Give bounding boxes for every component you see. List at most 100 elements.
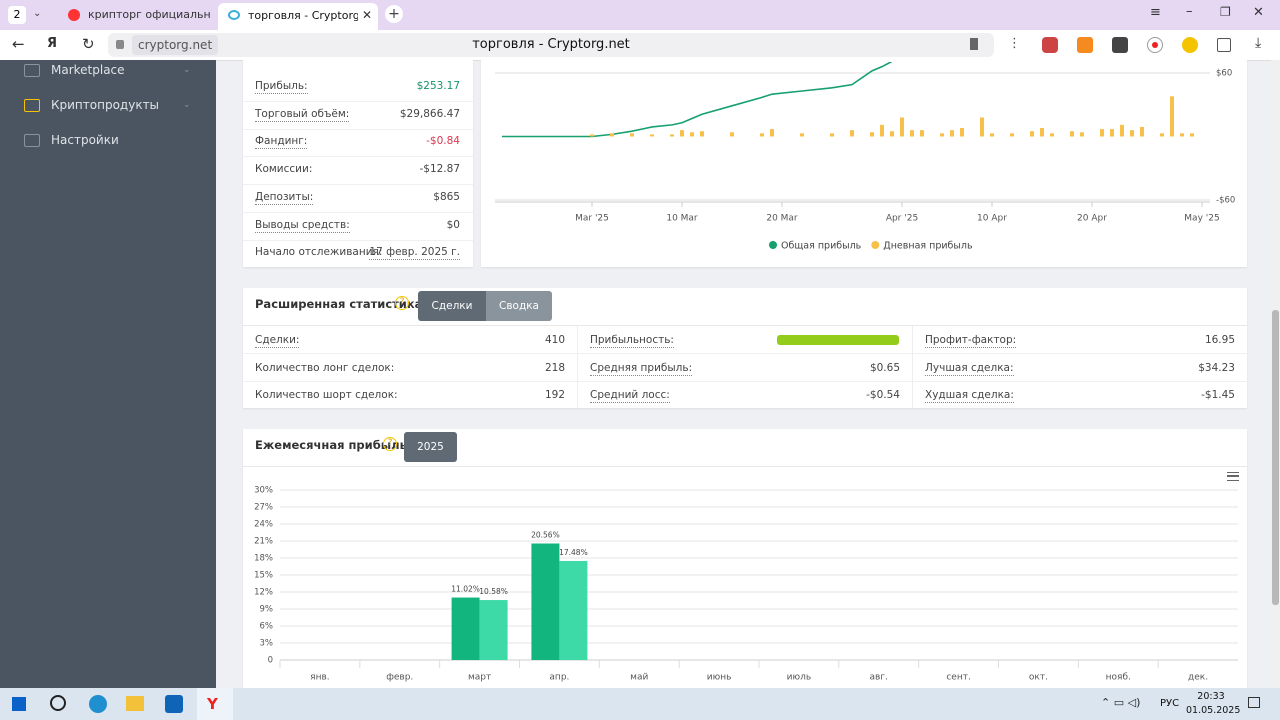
stat-value: 410 <box>544 334 565 346</box>
back-button[interactable]: ← <box>12 35 25 53</box>
advanced-stats-card: Расширенная статистика ? Сделки Сводка С… <box>243 288 1248 408</box>
y-tick-label: 12% <box>254 588 273 598</box>
notifications[interactable] <box>1248 697 1260 708</box>
search-button[interactable] <box>50 695 66 711</box>
row-divider <box>913 353 1248 354</box>
tab-counter[interactable]: 2 <box>8 6 26 24</box>
daily-bar <box>890 131 894 137</box>
help-icon[interactable]: ? <box>395 296 409 310</box>
summary-card: Прибыль: $253.17 Торговый объём: $29,866.47… <box>243 60 473 267</box>
minimize[interactable]: – <box>1186 4 1193 19</box>
stat-label: Фандинг: <box>255 135 308 150</box>
y-tick-label: -$60 <box>1216 196 1235 206</box>
app-explorer[interactable] <box>126 696 144 711</box>
daily-bar <box>1010 133 1014 137</box>
daily-bar <box>730 132 734 137</box>
tab-button[interactable]: Сделки <box>418 291 486 321</box>
help-icon[interactable]: ? <box>383 437 397 451</box>
close-window[interactable]: ✕ <box>1253 5 1264 20</box>
legend-label: Дневная прибыль <box>883 241 973 252</box>
daily-bar <box>610 133 614 137</box>
clock-time[interactable]: 20:33 <box>1197 691 1225 702</box>
daily-bar <box>1130 130 1134 137</box>
x-tick-label: июнь <box>707 673 732 683</box>
x-tick-label: 10 Apr <box>977 214 1007 224</box>
extension[interactable] <box>1182 37 1198 53</box>
extension[interactable] <box>1077 37 1093 53</box>
scroll-thumb[interactable] <box>1272 310 1279 605</box>
x-tick-label: май <box>630 673 648 683</box>
daily-bar <box>700 131 704 137</box>
y-tick-label: 0 <box>268 656 273 666</box>
daily-bar <box>670 134 674 137</box>
reload-button[interactable]: ↻ <box>82 35 95 53</box>
chart-menu[interactable] <box>1227 472 1239 481</box>
daily-bar <box>1180 133 1184 137</box>
more-button[interactable]: ⋮ <box>1008 36 1021 51</box>
extension[interactable] <box>1147 37 1163 53</box>
stat-label: Худшая сделка: <box>925 389 1014 403</box>
downloads[interactable]: ⤓ <box>1255 35 1262 51</box>
divider <box>243 325 1247 326</box>
tab-menu[interactable]: ⌄ <box>33 8 42 19</box>
sidebar-icon <box>24 99 40 112</box>
stat-label: Торговый объём: <box>255 107 350 122</box>
value-label: 17.48% <box>559 548 588 557</box>
tab[interactable]: криптoрг официальный с <box>58 3 214 27</box>
menu-button[interactable]: ≡ <box>1150 5 1161 20</box>
app-outlook[interactable] <box>165 695 183 713</box>
y-tick-label: 3% <box>260 639 274 649</box>
favicon <box>228 10 240 20</box>
sidebar-item[interactable]: Marketplace <box>51 63 125 77</box>
tab-active[interactable]: торговля - Cryptorg.ne ✕ <box>218 3 378 30</box>
tab-title: криптoрг официальный с <box>88 8 210 21</box>
x-tick-label: Mar '25 <box>575 214 609 224</box>
stat-value: 218 <box>544 361 565 374</box>
app-yandex[interactable]: Y <box>197 688 233 720</box>
bookmark-icon[interactable] <box>970 38 978 50</box>
y-tick-label: 6% <box>260 622 274 632</box>
daily-bar <box>590 134 594 137</box>
home-button[interactable]: Я <box>47 36 58 51</box>
y-tick-label: 15% <box>254 571 273 581</box>
clock-date[interactable]: 01.05.2025 <box>1186 705 1241 716</box>
stat-value: $253.17 <box>416 80 460 92</box>
new-tab[interactable]: + <box>385 5 403 23</box>
address-bar[interactable]: cryptorg.net торговля - Cryptorg.net <box>108 33 994 57</box>
daily-bar <box>630 133 634 137</box>
stat-value: 16.95 <box>1204 334 1235 346</box>
tab-button[interactable]: Сводка <box>486 291 552 321</box>
start-button[interactable] <box>12 697 26 711</box>
year-button[interactable]: 2025 <box>404 432 457 462</box>
profitability-bar <box>777 335 899 345</box>
sidebar-icon <box>24 134 40 147</box>
stat-label: Депозиты: <box>255 190 314 205</box>
legend-marker <box>769 241 777 249</box>
favicon <box>68 9 80 21</box>
app-edge[interactable] <box>89 695 107 713</box>
section-title: Расширенная статистика <box>255 297 423 311</box>
restore[interactable]: ❐ <box>1220 5 1231 19</box>
x-tick-label: янв. <box>310 673 329 683</box>
language[interactable]: РУС <box>1160 698 1180 709</box>
extension[interactable] <box>1042 37 1058 53</box>
daily-bar <box>950 130 954 137</box>
collections[interactable] <box>1217 38 1231 52</box>
sidebar-item[interactable]: Криптопродукты <box>51 98 160 112</box>
stat-label: Количество лонг сделок: <box>255 361 395 374</box>
y-tick-label: 30% <box>254 486 273 496</box>
tray-icons[interactable]: ⌃ ▭ ◁) <box>1101 696 1141 709</box>
tab-close[interactable]: ✕ <box>362 8 373 22</box>
daily-bar <box>980 117 984 137</box>
tab-strip: 2 ⌄ криптoрг официальный с торговля - Cr… <box>0 0 1280 30</box>
sidebar-item[interactable]: Настройки <box>51 133 119 147</box>
stat-label: Выводы средств: <box>255 218 350 233</box>
stat-value: -$1.45 <box>1201 389 1235 401</box>
taskbar: Y ⌃ ▭ ◁) РУС 20:33 01.05.2025 <box>0 688 1280 720</box>
daily-bar <box>900 117 904 137</box>
stat-value: 192 <box>544 389 565 401</box>
extension[interactable] <box>1112 37 1128 53</box>
daily-bar <box>1050 133 1054 137</box>
row-divider <box>243 239 473 241</box>
row-divider <box>578 380 913 382</box>
